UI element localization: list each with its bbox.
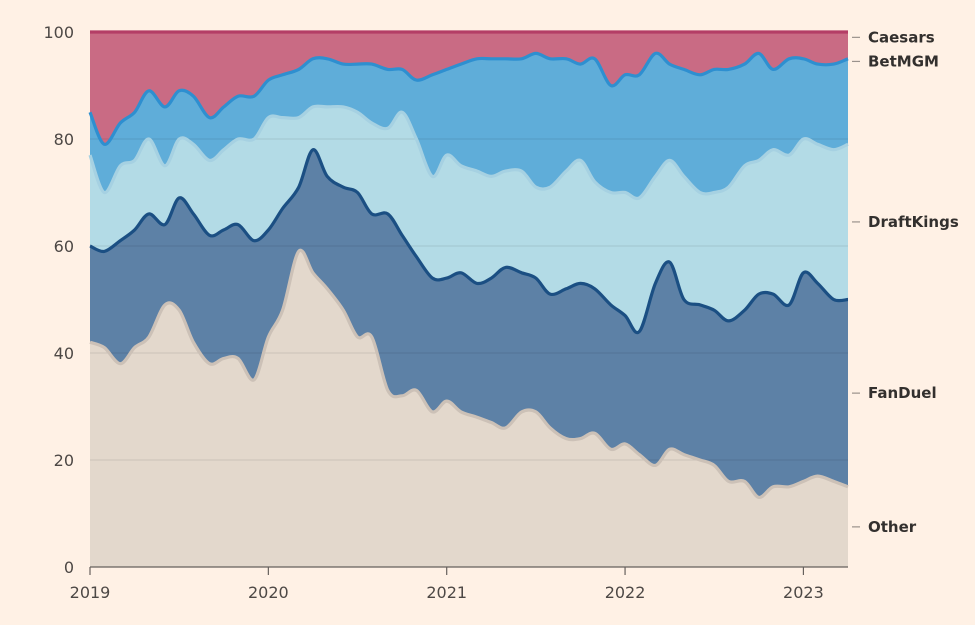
area-other bbox=[90, 250, 848, 568]
line-draftkings bbox=[88, 104, 849, 201]
legend-label: BetMGM bbox=[868, 52, 939, 70]
y-tick-label: 80 bbox=[54, 130, 74, 149]
line-layer bbox=[88, 30, 849, 499]
legend-layer: Other FanDuel DraftKings BetMGM Caesars bbox=[852, 28, 959, 536]
x-tick-label: 2021 bbox=[426, 583, 467, 602]
y-tick-label: 0 bbox=[64, 558, 74, 577]
x-tick-label: 2023 bbox=[783, 583, 824, 602]
x-tick-label: 2022 bbox=[605, 583, 646, 602]
y-tick-label: 40 bbox=[54, 344, 74, 363]
y-tick-label: 60 bbox=[54, 237, 74, 256]
line-betmgm bbox=[88, 51, 849, 146]
legend-label: FanDuel bbox=[868, 384, 937, 402]
y-tick-label: 100 bbox=[43, 23, 74, 42]
legend-label: DraftKings bbox=[868, 213, 959, 231]
line-other bbox=[89, 248, 849, 499]
legend-label: Caesars bbox=[868, 28, 935, 46]
legend-label: Other bbox=[868, 518, 917, 536]
y-tick-label: 20 bbox=[54, 451, 74, 470]
axes-layer: 0 20 40 60 80 100 2019 2020 2021 2022 2023 bbox=[43, 23, 848, 602]
line-fanduel bbox=[89, 148, 849, 335]
x-tick-label: 2019 bbox=[70, 583, 111, 602]
x-tick-label: 2020 bbox=[248, 583, 289, 602]
